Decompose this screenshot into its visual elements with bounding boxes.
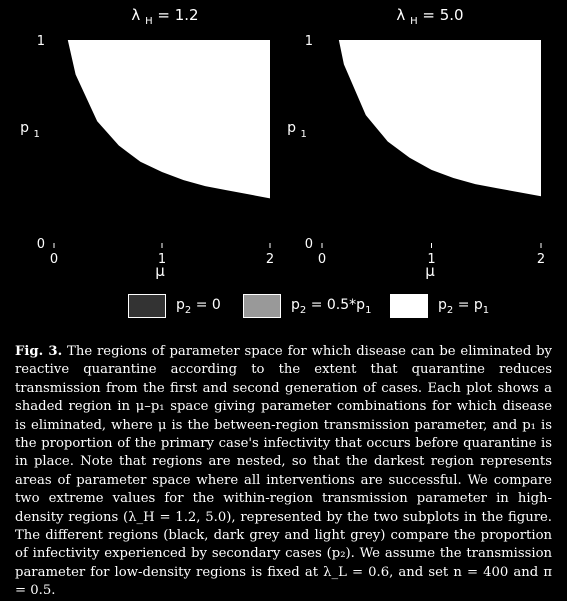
x-axis-label: μ — [155, 262, 165, 280]
panel-lambda-5.0: λ H = 5.0 0 1 2 0 1 p 1 μ — [287, 6, 545, 280]
legend: p2 = 0 p2 = 0.5*p1 p2 = p1 — [0, 294, 567, 324]
legend-swatch — [243, 294, 281, 318]
x-tick-label: 0 — [318, 252, 326, 267]
y-tick-label: 1 — [305, 34, 313, 49]
panel-title: λ H = 5.0 — [396, 6, 463, 27]
panel-lambda-1.2: λ H = 1.2 0 1 2 0 1 p 1 μ — [20, 6, 274, 280]
region-p2-p1 — [54, 40, 270, 199]
legend-swatch — [390, 294, 428, 318]
y-tick-label: 0 — [305, 237, 313, 252]
y-tick-label: 0 — [37, 237, 45, 252]
x-tick-label: 1 — [158, 252, 166, 267]
title-value: = 1.2 — [153, 6, 199, 24]
legend-item-p2-p1: p2 = p1 — [390, 294, 489, 318]
region-p2-p1 — [322, 40, 541, 197]
ylabel-subscript: 1 — [300, 129, 306, 140]
y-axis-label: p 1 — [287, 120, 307, 140]
legend-label: p2 = 0.5*p1 — [291, 296, 372, 316]
plot-area: 0 1 2 0 1 — [305, 34, 545, 267]
panel-title: λ H = 1.2 — [131, 6, 198, 27]
title-subscript: H — [145, 16, 153, 27]
caption-label: Fig. 3. — [15, 344, 63, 359]
title-subscript: H — [410, 16, 418, 27]
x-axis-label: μ — [425, 262, 435, 280]
legend-label: p2 = p1 — [438, 296, 490, 316]
y-axis-label: p 1 — [20, 120, 40, 140]
plot-area: 0 1 2 0 1 — [37, 34, 274, 267]
legend-swatch — [128, 294, 166, 318]
title-value: = 5.0 — [418, 6, 464, 24]
legend-label: p2 = 0 — [176, 296, 221, 316]
x-tick-label: 2 — [537, 252, 545, 267]
legend-item-p2-half-p1: p2 = 0.5*p1 — [243, 294, 371, 318]
figure: λ H = 1.2 0 1 2 0 1 p 1 μ λ H = 5.0 0 1 2 0 1 p … — [20, 6, 545, 280]
caption-text: The regions of parameter space for which… — [15, 344, 553, 599]
x-tick-label: 1 — [427, 252, 435, 267]
y-tick-label: 1 — [37, 34, 45, 49]
x-tick-label: 0 — [50, 252, 58, 267]
x-tick-label: 2 — [266, 252, 274, 267]
ylabel-subscript: 1 — [33, 129, 39, 140]
figure-caption: Fig. 3. The regions of parameter space f… — [15, 343, 552, 601]
legend-item-p2-zero: p2 = 0 — [128, 294, 221, 318]
